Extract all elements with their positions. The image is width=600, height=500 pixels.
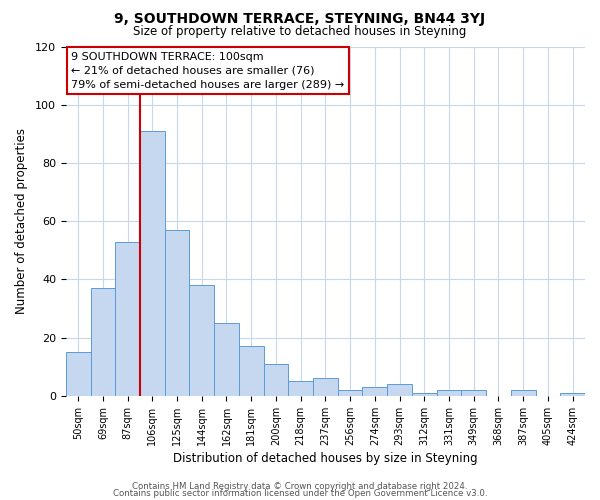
Bar	[289, 382, 313, 396]
Text: Contains HM Land Registry data © Crown copyright and database right 2024.: Contains HM Land Registry data © Crown c…	[132, 482, 468, 491]
Bar	[461, 390, 486, 396]
Text: 9 SOUTHDOWN TERRACE: 100sqm
← 21% of detached houses are smaller (76)
79% of sem: 9 SOUTHDOWN TERRACE: 100sqm ← 21% of det…	[71, 52, 344, 90]
Text: Contains public sector information licensed under the Open Government Licence v3: Contains public sector information licen…	[113, 490, 487, 498]
Bar	[91, 288, 115, 396]
Bar	[214, 323, 239, 396]
Bar	[437, 390, 461, 396]
Bar	[362, 387, 387, 396]
Bar	[164, 230, 190, 396]
Bar	[387, 384, 412, 396]
Bar	[338, 390, 362, 396]
Bar	[190, 286, 214, 396]
Text: 9, SOUTHDOWN TERRACE, STEYNING, BN44 3YJ: 9, SOUTHDOWN TERRACE, STEYNING, BN44 3YJ	[115, 12, 485, 26]
Bar	[511, 390, 536, 396]
Bar	[239, 346, 263, 396]
Bar	[263, 364, 289, 396]
Y-axis label: Number of detached properties: Number of detached properties	[15, 128, 28, 314]
Bar	[313, 378, 338, 396]
Bar	[115, 242, 140, 396]
Bar	[66, 352, 91, 396]
Bar	[412, 393, 437, 396]
Text: Size of property relative to detached houses in Steyning: Size of property relative to detached ho…	[133, 25, 467, 38]
X-axis label: Distribution of detached houses by size in Steyning: Distribution of detached houses by size …	[173, 452, 478, 465]
Bar	[560, 393, 585, 396]
Bar	[140, 131, 164, 396]
